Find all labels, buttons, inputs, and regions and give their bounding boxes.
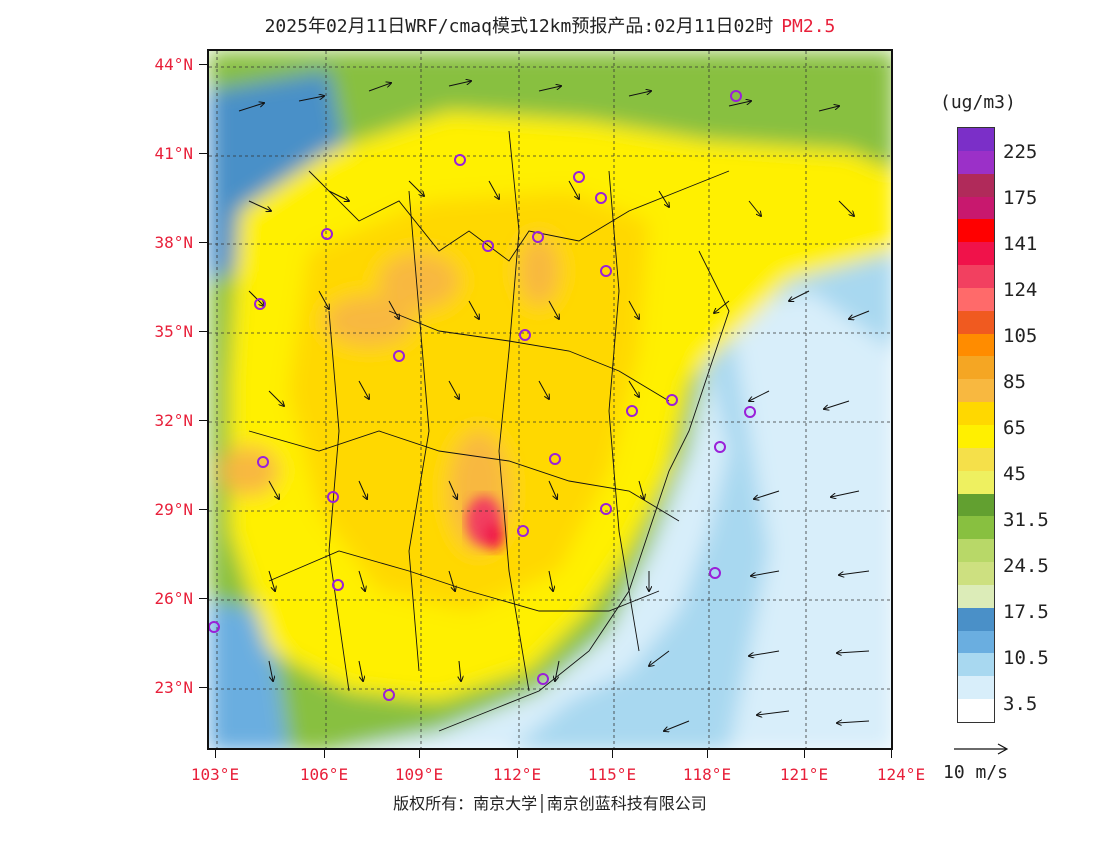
- lat-label: 32°N: [154, 411, 193, 430]
- legend-label: 141: [1003, 233, 1038, 255]
- lon-tick: [419, 750, 420, 758]
- lon-tick: [804, 750, 805, 758]
- lat-tick: [199, 331, 207, 332]
- lat-label: 38°N: [154, 233, 193, 252]
- color-legend: [957, 127, 995, 723]
- hotspot: [466, 496, 504, 550]
- legend-label: 3.5: [1003, 693, 1038, 715]
- lon-label: 103°E: [190, 765, 240, 784]
- legend-swatch: [958, 699, 994, 723]
- legend-swatch: [958, 676, 994, 700]
- legend-swatch: [958, 539, 994, 563]
- legend-label: 85: [1003, 371, 1026, 393]
- legend-swatch: [958, 607, 994, 632]
- city-markers: [209, 90, 756, 701]
- legend-label: 10.5: [1003, 647, 1049, 669]
- copyright-footer: 版权所有：南京大学│南京创蓝科技有限公司: [393, 794, 707, 813]
- legend-label: 17.5: [1003, 601, 1049, 623]
- wind-scale-arrow: [954, 743, 1009, 755]
- legend-swatch: [958, 493, 994, 517]
- lat-label: 41°N: [154, 144, 193, 163]
- pm25-map[interactable]: [207, 49, 893, 750]
- lat-label: 26°N: [154, 589, 193, 608]
- lat-label: 44°N: [154, 55, 193, 74]
- map-title: 2025年02月11日WRF/cmaq模式12km预报产品:02月11日02时 P…: [0, 12, 1100, 38]
- province-boundaries: [248, 130, 730, 732]
- lon-tick: [324, 750, 325, 758]
- lat-tick: [199, 64, 207, 65]
- wind-scale-label: 10 m/s: [943, 762, 1009, 783]
- lon-label: 121°E: [779, 765, 829, 784]
- lon-tick: [517, 750, 518, 758]
- legend-label: 225: [1003, 141, 1038, 163]
- graticule: [209, 51, 891, 748]
- lon-tick: [215, 750, 216, 758]
- lat-tick: [199, 242, 207, 243]
- lat-tick: [199, 153, 207, 154]
- lon-label: 112°E: [492, 765, 542, 784]
- lon-tick: [891, 750, 892, 758]
- legend-swatch: [958, 470, 994, 495]
- legend-swatch: [958, 310, 994, 335]
- legend-swatch: [958, 562, 994, 586]
- legend-swatch: [958, 447, 994, 472]
- legend-label: 45: [1003, 463, 1026, 485]
- legend-swatch: [958, 265, 994, 289]
- lon-label: 115°E: [587, 765, 637, 784]
- pollutant-label: PM2.5: [781, 16, 836, 37]
- legend-label: 175: [1003, 187, 1038, 209]
- legend-swatch: [958, 379, 994, 403]
- legend-label: 124: [1003, 279, 1038, 301]
- legend-label: 105: [1003, 325, 1038, 347]
- legend-unit: (ug/m3): [940, 92, 1016, 113]
- legend-label: 24.5: [1003, 555, 1049, 577]
- lat-label: 23°N: [154, 678, 193, 697]
- legend-swatch: [958, 425, 994, 449]
- lon-label: 109°E: [394, 765, 444, 784]
- map-canvas: [209, 51, 891, 748]
- lon-tick: [707, 750, 708, 758]
- legend-label: 31.5: [1003, 509, 1049, 531]
- wind-vectors: [238, 81, 870, 731]
- lat-label: 35°N: [154, 322, 193, 341]
- lon-tick: [612, 750, 613, 758]
- legend-swatch: [958, 516, 994, 540]
- legend-swatch: [958, 128, 994, 152]
- legend-swatch: [958, 196, 994, 220]
- lat-tick: [199, 687, 207, 688]
- lat-tick: [199, 420, 207, 421]
- legend-swatch: [958, 584, 994, 609]
- lon-label: 118°E: [682, 765, 732, 784]
- legend-swatch: [958, 356, 994, 380]
- legend-swatch: [958, 173, 994, 198]
- lat-tick: [199, 598, 207, 599]
- lat-tick: [199, 509, 207, 510]
- legend-swatch: [958, 219, 994, 243]
- legend-swatch: [958, 402, 994, 426]
- legend-swatch: [958, 333, 994, 357]
- title-text: 2025年02月11日WRF/cmaq模式12km预报产品:02月11日02时: [264, 16, 774, 37]
- lat-label: 29°N: [154, 500, 193, 519]
- legend-swatch: [958, 150, 994, 175]
- legend-swatch: [958, 630, 994, 654]
- lon-label: 124°E: [876, 765, 926, 784]
- legend-swatch: [958, 287, 994, 312]
- legend-swatch: [958, 653, 994, 677]
- legend-label: 65: [1003, 417, 1026, 439]
- lon-label: 106°E: [299, 765, 349, 784]
- legend-swatch: [958, 242, 994, 266]
